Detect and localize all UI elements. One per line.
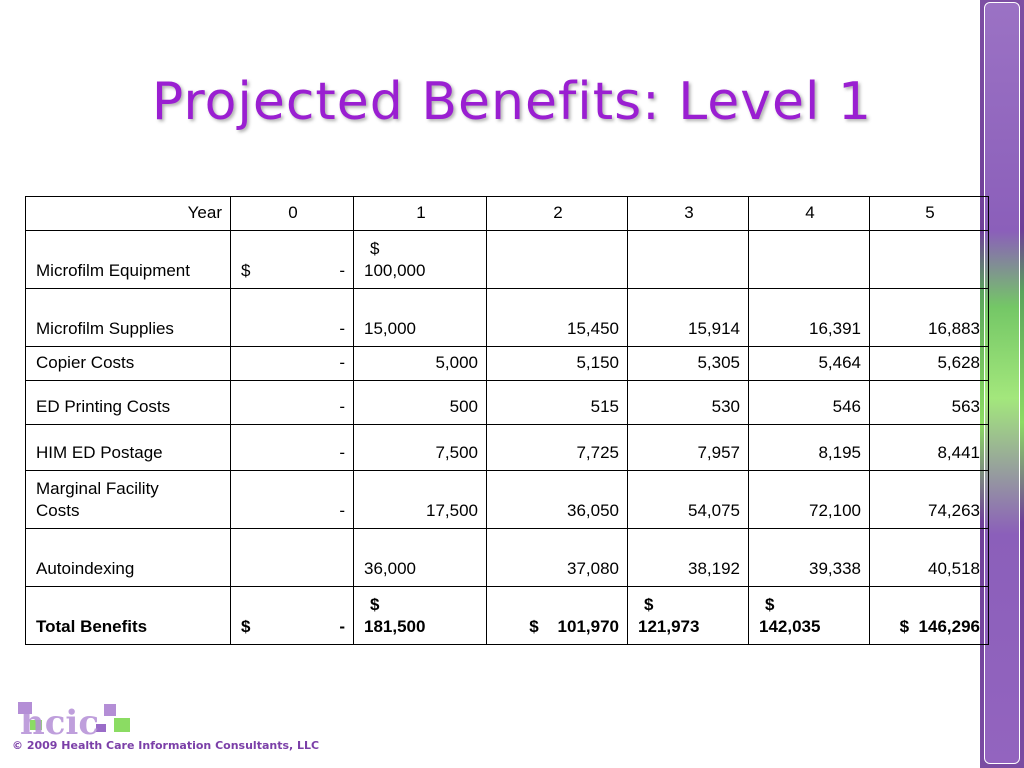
cell-year-5: 8,441 bbox=[869, 424, 989, 471]
cell-year-2: 37,080 bbox=[486, 528, 628, 587]
cell-year-3: 15,914 bbox=[627, 288, 749, 347]
header-year-5: 5 bbox=[869, 196, 989, 231]
cell-year-5: 40,518 bbox=[869, 528, 989, 587]
cell-year-1: $ 100,000 bbox=[353, 230, 487, 289]
copyright-notice: © 2009 Health Care Information Consultan… bbox=[12, 739, 320, 752]
row-label: Copier Costs bbox=[25, 346, 231, 381]
header-year-2: 2 bbox=[486, 196, 628, 231]
row-label-line-2: Costs bbox=[36, 501, 80, 520]
cell-year-4: 8,195 bbox=[748, 424, 870, 471]
cell-value: 181,500 bbox=[364, 617, 426, 636]
row-label: Microfilm Supplies bbox=[25, 288, 231, 347]
cell-year-0: - bbox=[230, 470, 354, 529]
cell-year-4: 72,100 bbox=[748, 470, 870, 529]
total-year-5: $ 146,296 bbox=[869, 586, 989, 645]
cell-year-0: - bbox=[230, 380, 354, 425]
row-label: HIM ED Postage bbox=[25, 424, 231, 471]
cell-year-4: 546 bbox=[748, 380, 870, 425]
cell-year-1: 15,000 bbox=[353, 288, 487, 347]
hcic-logo: hcic bbox=[18, 702, 130, 740]
currency-symbol: $ bbox=[370, 595, 380, 614]
table-row: HIM ED Postage - 7,500 7,725 7,957 8,195… bbox=[25, 424, 989, 471]
table-header-row: Year 0 1 2 3 4 5 bbox=[25, 196, 989, 231]
cell-year-1: 17,500 bbox=[353, 470, 487, 529]
cell-value: 121,973 bbox=[638, 617, 700, 636]
cell-year-0: - bbox=[230, 346, 354, 381]
table-row: Marginal Facility Costs - 17,500 36,050 … bbox=[25, 470, 989, 529]
cell-year-5 bbox=[869, 230, 989, 289]
header-year-4: 4 bbox=[748, 196, 870, 231]
cell-value: - bbox=[339, 617, 345, 636]
cell-year-3 bbox=[627, 230, 749, 289]
cell-year-0: - bbox=[230, 288, 354, 347]
decorative-side-bar-inner bbox=[984, 2, 1020, 764]
currency-symbol: $ bbox=[241, 261, 251, 280]
header-year-1: 1 bbox=[353, 196, 487, 231]
cell-year-2: 15,450 bbox=[486, 288, 628, 347]
total-year-3: $ 121,973 bbox=[627, 586, 749, 645]
header-year: Year bbox=[25, 196, 231, 231]
total-year-4: $ 142,035 bbox=[748, 586, 870, 645]
cell-year-2: 7,725 bbox=[486, 424, 628, 471]
row-label: Marginal Facility Costs bbox=[25, 470, 231, 529]
total-year-0: $ - bbox=[230, 586, 354, 645]
currency-symbol: $ bbox=[370, 239, 380, 258]
cell-year-1: 500 bbox=[353, 380, 487, 425]
header-year-3: 3 bbox=[627, 196, 749, 231]
total-label: Total Benefits bbox=[25, 586, 231, 645]
cell-value: 142,035 bbox=[759, 617, 821, 636]
table-row: ED Printing Costs - 500 515 530 546 563 bbox=[25, 380, 989, 425]
cell-year-4 bbox=[748, 230, 870, 289]
logo-wordmark: hcic bbox=[20, 703, 99, 740]
cell-year-4: 5,464 bbox=[748, 346, 870, 381]
cell-year-2: 515 bbox=[486, 380, 628, 425]
table-row: Microfilm Equipment $ - $ 100,000 bbox=[25, 230, 989, 289]
total-year-2: $ 101,970 bbox=[486, 586, 628, 645]
row-label: Autoindexing bbox=[25, 528, 231, 587]
cell-year-0: $ - bbox=[230, 230, 354, 289]
cell-year-1: 36,000 bbox=[353, 528, 487, 587]
row-label-line-1: Marginal Facility bbox=[36, 479, 159, 498]
total-year-1: $ 181,500 bbox=[353, 586, 487, 645]
row-label: Microfilm Equipment bbox=[25, 230, 231, 289]
cell-year-3: 530 bbox=[627, 380, 749, 425]
cell-year-5: 5,628 bbox=[869, 346, 989, 381]
cell-year-3: 7,957 bbox=[627, 424, 749, 471]
benefits-table: Year 0 1 2 3 4 5 Microfilm Equipment $ -… bbox=[25, 196, 989, 645]
header-year-0: 0 bbox=[230, 196, 354, 231]
currency-symbol: $ bbox=[241, 617, 251, 636]
cell-year-5: 74,263 bbox=[869, 470, 989, 529]
cell-value: - bbox=[339, 261, 345, 280]
cell-year-4: 39,338 bbox=[748, 528, 870, 587]
table-total-row: Total Benefits $ - $ 181,500 $ 101,970 $… bbox=[25, 586, 989, 645]
slide-title: Projected Benefits: Level 1 bbox=[151, 72, 873, 132]
cell-year-1: 5,000 bbox=[353, 346, 487, 381]
cell-year-2: 5,150 bbox=[486, 346, 628, 381]
cell-year-5: 563 bbox=[869, 380, 989, 425]
cell-year-2: 36,050 bbox=[486, 470, 628, 529]
currency-symbol: $ bbox=[644, 595, 654, 614]
row-label: ED Printing Costs bbox=[25, 380, 231, 425]
cell-year-1: 7,500 bbox=[353, 424, 487, 471]
cell-year-0: - bbox=[230, 424, 354, 471]
table-row: Autoindexing 36,000 37,080 38,192 39,338… bbox=[25, 528, 989, 587]
cell-year-3: 5,305 bbox=[627, 346, 749, 381]
cell-year-3: 38,192 bbox=[627, 528, 749, 587]
cell-year-4: 16,391 bbox=[748, 288, 870, 347]
cell-year-5: 16,883 bbox=[869, 288, 989, 347]
cell-year-3: 54,075 bbox=[627, 470, 749, 529]
table-row: Copier Costs - 5,000 5,150 5,305 5,464 5… bbox=[25, 346, 989, 381]
table-row: Microfilm Supplies - 15,000 15,450 15,91… bbox=[25, 288, 989, 347]
cell-year-2 bbox=[486, 230, 628, 289]
currency-symbol: $ bbox=[765, 595, 775, 614]
cell-year-0 bbox=[230, 528, 354, 587]
cell-value: 100,000 bbox=[364, 261, 426, 280]
